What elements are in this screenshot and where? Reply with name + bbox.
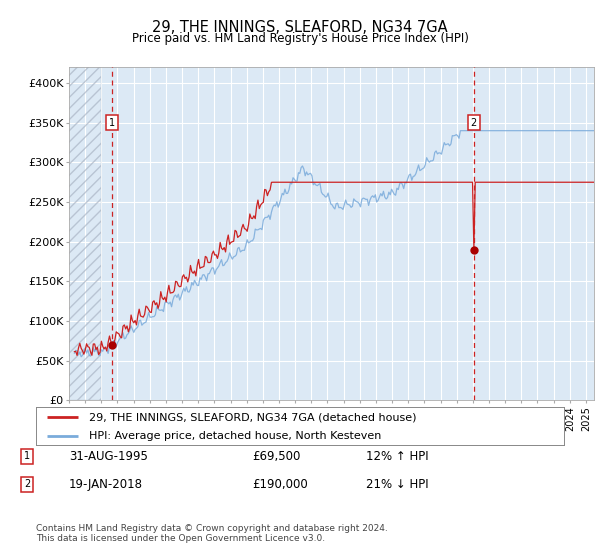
Text: HPI: Average price, detached house, North Kesteven: HPI: Average price, detached house, Nort… [89, 431, 381, 441]
Text: £69,500: £69,500 [252, 450, 301, 463]
Text: 31-AUG-1995: 31-AUG-1995 [69, 450, 148, 463]
Text: 29, THE INNINGS, SLEAFORD, NG34 7GA (detached house): 29, THE INNINGS, SLEAFORD, NG34 7GA (det… [89, 412, 416, 422]
Text: 19-JAN-2018: 19-JAN-2018 [69, 478, 143, 491]
Text: 2: 2 [24, 479, 30, 489]
Text: 29, THE INNINGS, SLEAFORD, NG34 7GA: 29, THE INNINGS, SLEAFORD, NG34 7GA [152, 20, 448, 35]
Text: 1: 1 [109, 118, 115, 128]
Text: 2: 2 [470, 118, 477, 128]
Text: Contains HM Land Registry data © Crown copyright and database right 2024.
This d: Contains HM Land Registry data © Crown c… [36, 524, 388, 543]
Text: 1: 1 [24, 451, 30, 461]
Text: £190,000: £190,000 [252, 478, 308, 491]
Text: Price paid vs. HM Land Registry's House Price Index (HPI): Price paid vs. HM Land Registry's House … [131, 32, 469, 45]
Text: 21% ↓ HPI: 21% ↓ HPI [366, 478, 428, 491]
Text: 12% ↑ HPI: 12% ↑ HPI [366, 450, 428, 463]
